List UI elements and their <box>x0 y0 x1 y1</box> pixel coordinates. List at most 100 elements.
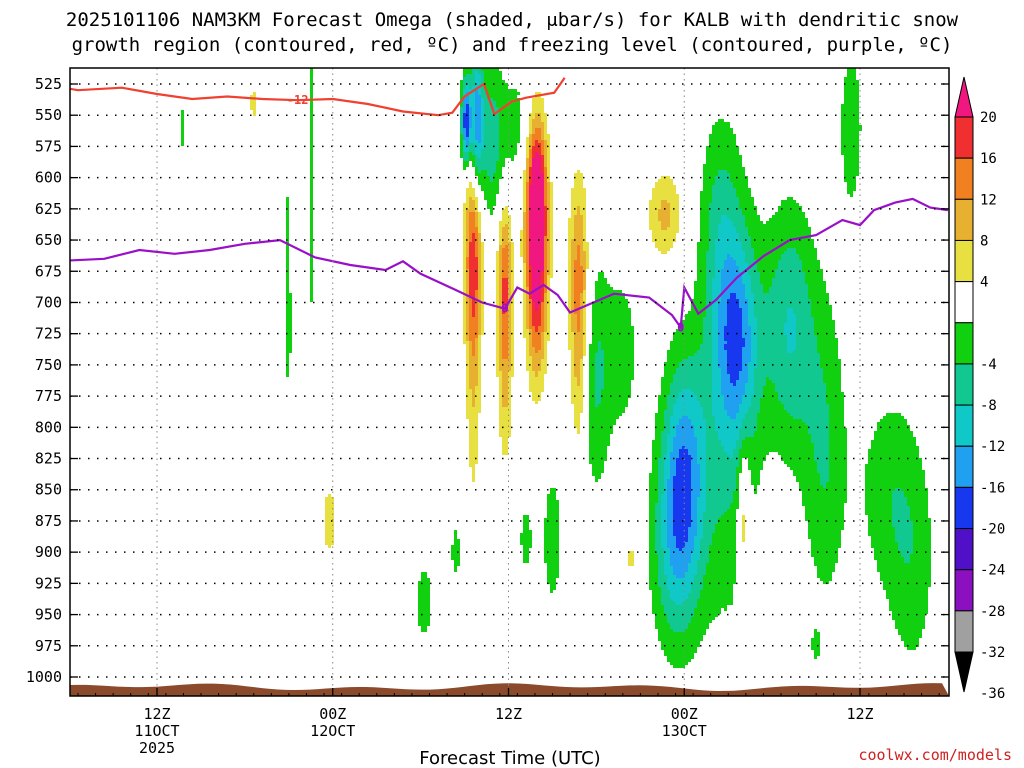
omega-cell <box>802 497 847 500</box>
omega-cell <box>571 368 574 371</box>
omega-cell <box>511 257 514 260</box>
omega-cell <box>532 302 535 305</box>
omega-cell <box>667 506 673 509</box>
omega-cell <box>550 194 553 197</box>
omega-cell <box>496 281 499 284</box>
omega-cell <box>547 155 550 158</box>
omega-cell <box>469 305 472 308</box>
y-tick-label: 875 <box>35 512 62 530</box>
omega-cell <box>496 302 499 305</box>
omega-cell <box>814 443 829 446</box>
omega-cell <box>670 662 688 665</box>
y-tick-label: 550 <box>35 106 62 124</box>
omega-cell <box>649 500 658 503</box>
omega-cell <box>712 353 718 356</box>
omega-cell <box>688 536 694 539</box>
omega-cell <box>574 305 580 308</box>
omega-cell <box>601 344 634 347</box>
omega-cell <box>463 341 469 344</box>
omega-cell <box>583 353 586 356</box>
omega-cell <box>520 539 532 542</box>
omega-cell <box>727 299 739 302</box>
omega-cell <box>847 185 856 188</box>
omega-cell <box>547 497 556 500</box>
omega-cell <box>499 302 502 305</box>
omega-cell <box>526 167 529 170</box>
omega-cell <box>478 383 481 386</box>
omega-cell <box>772 380 823 383</box>
omega-cell <box>694 392 712 395</box>
omega-cell <box>724 335 742 338</box>
omega-cell <box>502 251 508 254</box>
omega-cell <box>808 536 841 539</box>
omega-cell <box>727 215 745 218</box>
omega-cell <box>544 248 547 251</box>
omega-cell <box>286 326 292 329</box>
omega-cell <box>571 263 574 266</box>
omega-cell <box>466 311 469 314</box>
omega-cell <box>481 80 484 83</box>
omega-cell <box>700 239 709 242</box>
omega-cell <box>532 128 535 131</box>
omega-cell <box>571 242 583 245</box>
omega-cell <box>595 374 604 377</box>
omega-cell <box>475 386 481 389</box>
omega-cell <box>601 347 634 350</box>
omega-cell <box>592 335 634 338</box>
omega-cell <box>523 212 526 215</box>
omega-cell <box>745 260 757 263</box>
omega-cell <box>568 218 574 221</box>
omega-cell <box>739 236 751 239</box>
omega-cell <box>526 344 529 347</box>
omega-cell <box>799 482 820 485</box>
omega-cell <box>520 233 523 236</box>
omega-cell <box>523 329 529 332</box>
omega-cell <box>310 92 313 95</box>
omega-cell <box>868 521 892 524</box>
omega-cell <box>742 281 751 284</box>
omega-cell <box>712 320 718 323</box>
omega-cell <box>793 470 817 473</box>
omega-cell <box>691 479 700 482</box>
omega-cell <box>796 341 817 344</box>
omega-cell <box>667 494 673 497</box>
omega-cell <box>901 635 922 638</box>
omega-cell <box>469 338 475 341</box>
omega-cell <box>712 302 718 305</box>
omega-cell <box>676 467 691 470</box>
omega-cell <box>823 485 826 488</box>
omega-cell <box>511 260 514 263</box>
omega-cell <box>478 257 481 260</box>
omega-cell <box>490 176 493 179</box>
omega-cell <box>712 359 718 362</box>
omega-cell <box>697 458 706 461</box>
omega-cell <box>478 248 481 251</box>
omega-cell <box>463 83 466 86</box>
omega-cell <box>547 230 550 233</box>
omega-cell <box>469 365 478 368</box>
omega-cell <box>463 299 466 302</box>
omega-cell <box>496 332 499 335</box>
omega-cell <box>481 92 487 95</box>
omega-cell <box>661 176 670 179</box>
omega-cell <box>712 326 718 329</box>
omega-cell <box>604 353 634 356</box>
omega-cell <box>490 209 493 212</box>
omega-cell <box>472 71 475 74</box>
omega-cell <box>532 278 541 281</box>
omega-cell <box>589 371 595 374</box>
omega-cell <box>661 206 670 209</box>
omega-cell <box>649 572 658 575</box>
omega-cell <box>466 314 469 317</box>
omega-cell <box>286 293 292 296</box>
omega-cell <box>469 152 472 155</box>
omega-cell <box>658 632 706 635</box>
omega-cell <box>649 548 655 551</box>
omega-cell <box>748 407 760 410</box>
omega-cell <box>499 137 520 140</box>
omega-cell <box>868 518 892 521</box>
omega-cell <box>757 338 787 341</box>
omega-cell <box>697 350 712 353</box>
omega-cell <box>544 257 547 260</box>
omega-cell <box>286 227 289 230</box>
